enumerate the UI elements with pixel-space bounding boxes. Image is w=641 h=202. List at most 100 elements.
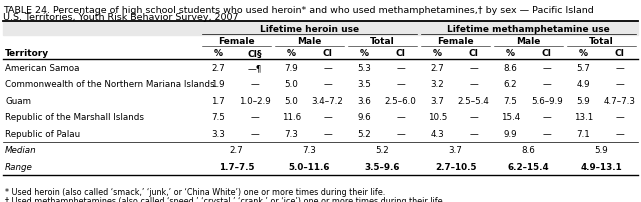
Text: —: — — [615, 113, 624, 122]
Text: —: — — [542, 63, 551, 72]
Text: 3.5: 3.5 — [357, 80, 371, 89]
Text: 9.6: 9.6 — [358, 113, 371, 122]
Text: * Used heroin (also called ‘smack,’ ‘junk,’ or ‘China White’) one or more times : * Used heroin (also called ‘smack,’ ‘jun… — [5, 188, 385, 197]
Text: † Used methamphetamines (also called ‘speed,’ ‘crystal,’ ‘crank,’ or ‘ice’) one : † Used methamphetamines (also called ‘sp… — [5, 197, 445, 202]
Text: 1.0–2.9: 1.0–2.9 — [239, 96, 271, 105]
Text: Guam: Guam — [5, 96, 31, 105]
Text: 3.4–7.2: 3.4–7.2 — [312, 96, 344, 105]
Text: —: — — [396, 129, 405, 138]
Text: 5.0–11.6: 5.0–11.6 — [288, 162, 330, 171]
Text: %: % — [433, 49, 442, 58]
Text: —: — — [396, 113, 405, 122]
Text: 2.7: 2.7 — [430, 63, 444, 72]
Text: 10.5: 10.5 — [428, 113, 447, 122]
Text: —: — — [251, 113, 259, 122]
Text: Median: Median — [5, 145, 37, 155]
Text: 3.6: 3.6 — [358, 96, 371, 105]
Text: 2.7–10.5: 2.7–10.5 — [435, 162, 476, 171]
Text: 5.0: 5.0 — [285, 96, 298, 105]
Text: —: — — [323, 80, 332, 89]
Text: %: % — [287, 49, 296, 58]
Text: —: — — [323, 113, 332, 122]
Text: 5.9: 5.9 — [576, 96, 590, 105]
Text: %: % — [579, 49, 588, 58]
Text: —: — — [615, 80, 624, 89]
Text: 5.2: 5.2 — [376, 145, 389, 155]
Text: 4.9: 4.9 — [576, 80, 590, 89]
Text: —: — — [469, 80, 478, 89]
Text: Lifetime heroin use: Lifetime heroin use — [260, 24, 359, 33]
Text: 7.3: 7.3 — [303, 145, 317, 155]
Text: 1.9: 1.9 — [212, 80, 225, 89]
Text: —: — — [615, 63, 624, 72]
Text: 2.5–6.0: 2.5–6.0 — [385, 96, 417, 105]
Text: —: — — [396, 80, 405, 89]
Text: 4.3: 4.3 — [430, 129, 444, 138]
Text: 4.9–13.1: 4.9–13.1 — [581, 162, 622, 171]
Text: Territory: Territory — [5, 49, 49, 58]
Text: Total: Total — [589, 37, 614, 46]
Text: —: — — [396, 63, 405, 72]
Text: U.S. Territories, Youth Risk Behavior Survey, 2007: U.S. Territories, Youth Risk Behavior Su… — [3, 13, 238, 22]
Text: 2.7: 2.7 — [212, 63, 225, 72]
Text: 13.1: 13.1 — [574, 113, 593, 122]
Text: 8.6: 8.6 — [522, 145, 535, 155]
Text: Range: Range — [5, 162, 33, 171]
Text: 11.6: 11.6 — [281, 113, 301, 122]
Text: 7.9: 7.9 — [285, 63, 298, 72]
Text: CI: CI — [469, 49, 479, 58]
Text: —: — — [251, 80, 259, 89]
Text: Total: Total — [370, 37, 395, 46]
Text: 5.6–9.9: 5.6–9.9 — [531, 96, 563, 105]
Text: 6.2: 6.2 — [503, 80, 517, 89]
Text: 5.0: 5.0 — [285, 80, 298, 89]
Text: —: — — [469, 113, 478, 122]
Text: 3.5–9.6: 3.5–9.6 — [365, 162, 400, 171]
Text: CI: CI — [323, 49, 333, 58]
Text: —: — — [542, 80, 551, 89]
Text: %: % — [506, 49, 515, 58]
Text: 5.9: 5.9 — [595, 145, 608, 155]
Text: 1.7–7.5: 1.7–7.5 — [219, 162, 254, 171]
Text: —: — — [469, 129, 478, 138]
Text: Lifetime methamphetamine use: Lifetime methamphetamine use — [447, 24, 610, 33]
Text: %: % — [213, 49, 223, 58]
Text: 1.7: 1.7 — [212, 96, 225, 105]
Text: 3.3: 3.3 — [212, 129, 225, 138]
Text: CI: CI — [395, 49, 406, 58]
Text: —¶: —¶ — [247, 63, 262, 72]
Text: 9.9: 9.9 — [503, 129, 517, 138]
Text: Republic of the Marshall Islands: Republic of the Marshall Islands — [5, 113, 144, 122]
Text: Female: Female — [437, 37, 474, 46]
Text: 7.1: 7.1 — [576, 129, 590, 138]
Text: —: — — [323, 63, 332, 72]
Text: Female: Female — [218, 37, 255, 46]
Text: 4.7–7.3: 4.7–7.3 — [604, 96, 636, 105]
Text: %: % — [360, 49, 369, 58]
Text: —: — — [542, 129, 551, 138]
Text: American Samoa: American Samoa — [5, 63, 79, 72]
Text: Commonwealth of the Northern Mariana Islands: Commonwealth of the Northern Mariana Isl… — [5, 80, 215, 89]
Text: —: — — [615, 129, 624, 138]
Text: 5.2: 5.2 — [358, 129, 371, 138]
Text: —: — — [251, 129, 259, 138]
Text: 7.5: 7.5 — [503, 96, 517, 105]
Text: 8.6: 8.6 — [503, 63, 517, 72]
Text: TABLE 24. Percentage of high school students who used heroin* and who used metha: TABLE 24. Percentage of high school stud… — [3, 6, 594, 15]
Text: 6.2–15.4: 6.2–15.4 — [508, 162, 549, 171]
Text: 5.3: 5.3 — [357, 63, 371, 72]
Text: 2.5–5.4: 2.5–5.4 — [458, 96, 490, 105]
Text: —: — — [323, 129, 332, 138]
Text: 7.5: 7.5 — [212, 113, 225, 122]
Text: 3.7: 3.7 — [449, 145, 462, 155]
Text: 2.7: 2.7 — [229, 145, 244, 155]
Text: Male: Male — [516, 37, 541, 46]
Text: —: — — [469, 63, 478, 72]
Text: 3.7: 3.7 — [430, 96, 444, 105]
Text: CI: CI — [615, 49, 625, 58]
Text: —: — — [542, 113, 551, 122]
Text: Republic of Palau: Republic of Palau — [5, 129, 80, 138]
Text: 7.3: 7.3 — [285, 129, 298, 138]
Text: 3.2: 3.2 — [430, 80, 444, 89]
Text: Male: Male — [297, 37, 322, 46]
